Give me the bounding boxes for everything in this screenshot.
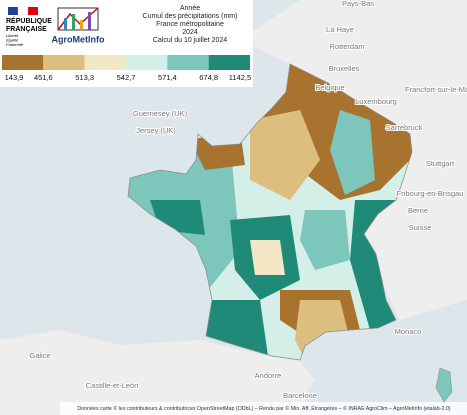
place-label: Stuttgart <box>426 159 455 168</box>
legend-break: 513,3 <box>75 73 94 82</box>
place-label: Sarrebruck <box>386 123 423 132</box>
place-label: Suisse <box>409 223 432 232</box>
title-line: Cumul des précipitations (mm) <box>143 13 238 20</box>
legend-break: 542,7 <box>117 73 136 82</box>
flag-red <box>28 7 38 15</box>
republic-line: FRANÇAISE <box>6 26 47 33</box>
place-label: Belgique <box>315 83 344 92</box>
republic-line: RÉPUBLIQUE <box>6 16 52 25</box>
flag-blue <box>8 7 18 15</box>
place-label: Andorre <box>255 371 282 380</box>
title-line: France métropolitaine <box>156 21 224 28</box>
place-label: La Haye <box>326 25 354 34</box>
place-label: Bruxelles <box>329 64 360 73</box>
brand-logo <box>57 7 99 31</box>
legend-break: 451,6 <box>34 73 53 82</box>
place-labels: Pays-Bas La Haye Rotterdam Bruxelles Belgiqu… <box>28 0 467 401</box>
place-label: Luxembourg <box>355 97 397 106</box>
legend-swatch <box>84 55 126 70</box>
place-label: Castille-et-León <box>86 381 139 390</box>
place-label: Jersey (UK) <box>136 126 176 135</box>
place-label: Pays-Bas <box>342 0 374 8</box>
spain-land <box>0 330 315 415</box>
legend-swatch <box>126 55 168 70</box>
legend: 143,9 451,6 513,3 542,7 571,4 674,8 1142,5 <box>2 55 251 82</box>
title-line: Calcul du 10 juillet 2024 <box>153 37 227 44</box>
title-line: Année <box>180 5 200 12</box>
place-label: Monaco <box>395 327 422 336</box>
legend-swatch <box>43 55 85 70</box>
legend-break: 143,9 <box>5 73 24 82</box>
place-label: Galice <box>29 351 50 360</box>
legend-swatch <box>208 55 250 70</box>
france-border <box>127 63 413 361</box>
place-label: Berne <box>408 206 428 215</box>
corsica <box>435 367 453 403</box>
legend-panel <box>0 0 253 87</box>
motto-line: Égalité <box>6 38 19 43</box>
legend-swatch <box>167 55 209 70</box>
legend-swatch <box>2 55 44 70</box>
brand-name: AgroMetInfo <box>52 34 105 44</box>
place-label: Francfort-sur-le-Main <box>405 85 467 94</box>
motto-line: Fraternité <box>6 42 24 47</box>
legend-break: 1142,5 <box>229 73 251 82</box>
place-label: Guernesey (UK) <box>133 109 188 118</box>
place-label: Barcelone <box>283 391 317 400</box>
flag-white <box>17 6 29 16</box>
legend-break: 571,4 <box>158 73 177 82</box>
title-line: 2024 <box>182 29 198 36</box>
attribution: Données carte © les contributeurs & cont… <box>77 405 450 412</box>
attribution-bg <box>60 402 467 415</box>
place-label: Fribourg-en-Brisgau <box>397 189 464 198</box>
neighbour-land <box>240 0 467 320</box>
motto-line: Liberté <box>6 33 19 38</box>
place-label: Rotterdam <box>329 42 364 51</box>
legend-break: 674,8 <box>199 73 218 82</box>
